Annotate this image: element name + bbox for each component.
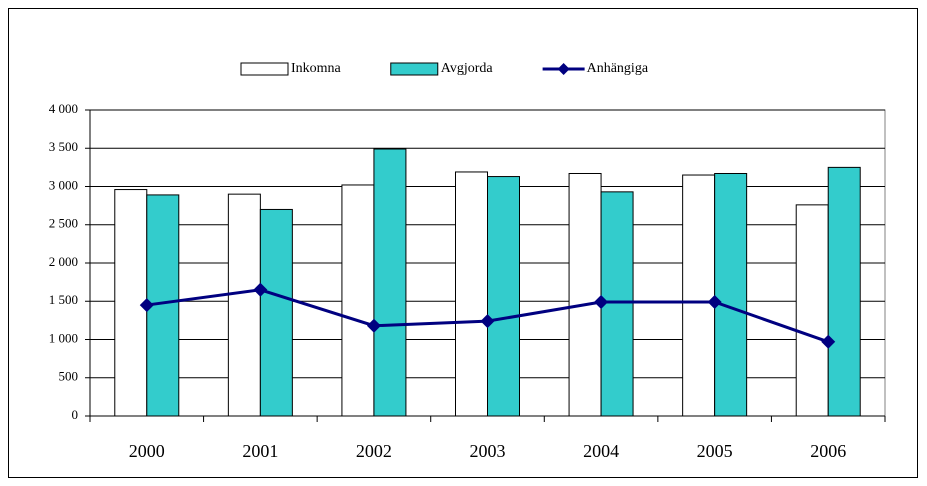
x-tick-label: 2006 <box>810 441 846 461</box>
marker <box>594 295 609 310</box>
x-tick-label: 2003 <box>470 441 506 461</box>
y-tick-label: 500 <box>59 369 79 384</box>
marker <box>821 334 836 349</box>
marker <box>480 314 495 329</box>
marker <box>366 318 381 333</box>
bar <box>795 204 829 417</box>
bar <box>341 184 375 417</box>
x-tick-label: 2001 <box>242 441 278 461</box>
y-tick-label: 2 000 <box>49 254 78 269</box>
legend-swatch <box>240 62 289 76</box>
legend-label: Inkomna <box>291 61 342 76</box>
y-tick-label: 1 500 <box>49 292 78 307</box>
bar <box>600 191 634 417</box>
bar <box>568 172 602 417</box>
bar <box>487 176 520 417</box>
x-tick-label: 2000 <box>129 441 165 461</box>
x-tick-label: 2002 <box>356 441 392 461</box>
y-tick-label: 2 500 <box>49 216 78 231</box>
bar <box>682 174 716 417</box>
bar <box>714 172 748 417</box>
y-tick-label: 4 000 <box>49 101 78 116</box>
marker <box>707 295 722 310</box>
y-tick-label: 1 000 <box>49 330 78 345</box>
legend-swatch <box>390 62 439 76</box>
marker <box>253 282 268 297</box>
y-tick-label: 0 <box>72 407 79 422</box>
legend-label: Avgjorda <box>441 61 494 76</box>
bar <box>827 166 861 417</box>
x-tick-label: 2004 <box>583 441 619 461</box>
bar <box>114 189 148 417</box>
bar <box>227 193 261 417</box>
x-tick-label: 2005 <box>697 441 733 461</box>
legend-marker <box>557 63 570 75</box>
bar <box>455 171 488 417</box>
marker <box>139 298 154 313</box>
bar <box>259 208 293 417</box>
legend-label: Anhängiga <box>587 61 649 76</box>
y-tick-label: 3 500 <box>49 139 78 154</box>
bar <box>373 148 407 417</box>
y-tick-label: 3 000 <box>49 177 78 192</box>
